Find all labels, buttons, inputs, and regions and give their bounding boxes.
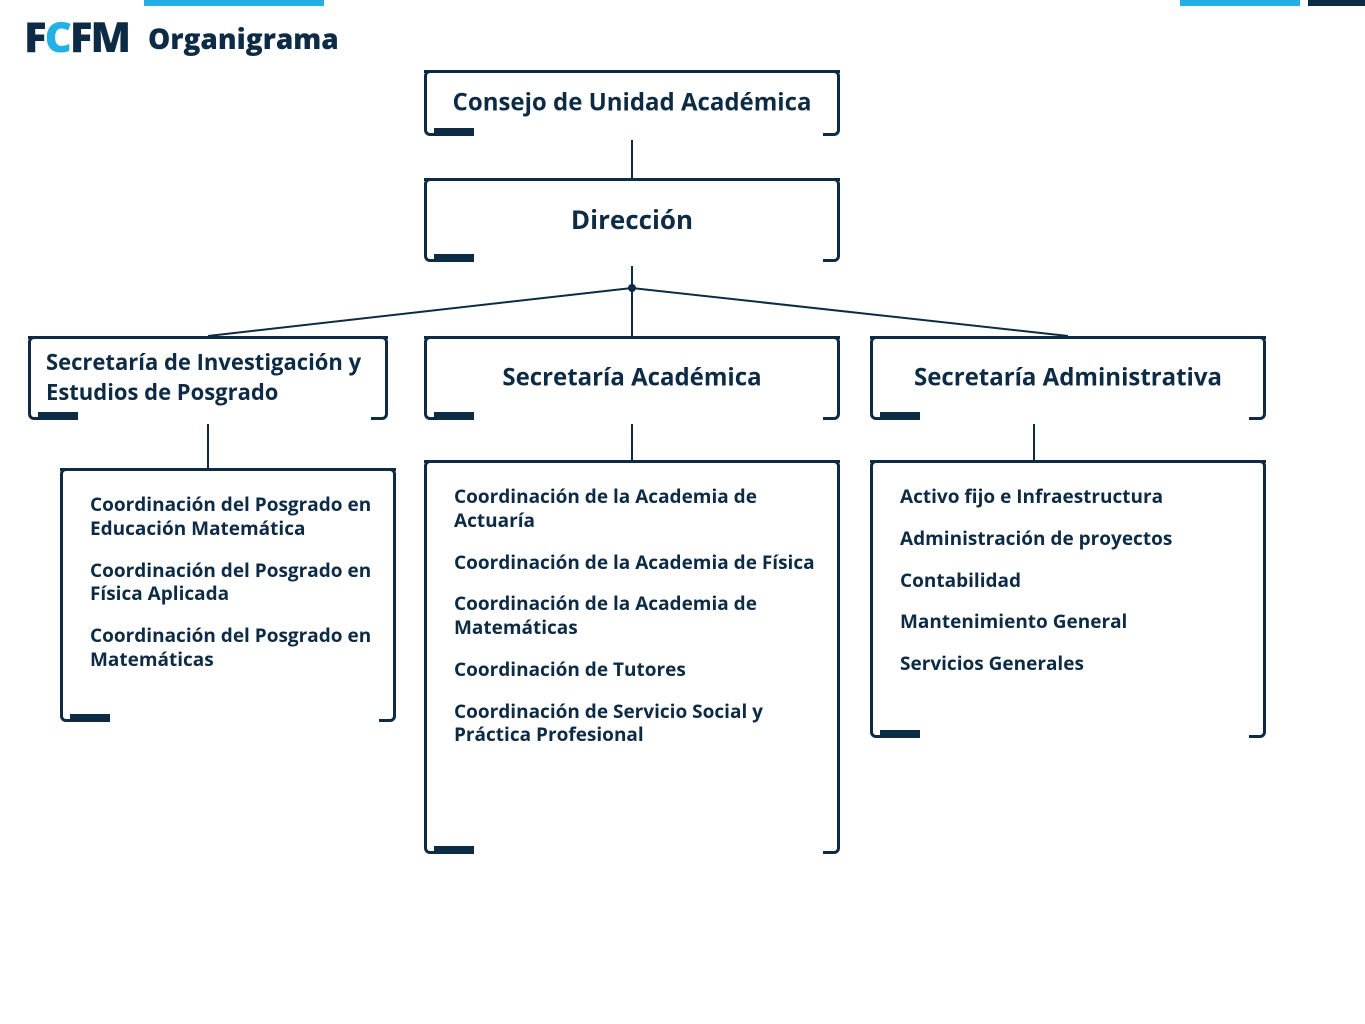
org-chart-canvas: FCFM Organigrama Consejo de Unidad Acadé… xyxy=(0,0,1365,1024)
list-item: Activo fijo e Infraestructura xyxy=(900,485,1246,509)
list-item: Coordinación de la Academia de Física xyxy=(454,551,820,575)
node-sec-investigacion-label: Secretaría de Investigación y Estudios d… xyxy=(46,347,370,407)
node-sec-administrativa-label: Secretaría Administrativa xyxy=(888,360,1248,393)
node-list-investigacion: Coordinación del Posgrado en Educación M… xyxy=(60,468,396,716)
logo: FCFM xyxy=(24,8,129,65)
node-direccion: Dirección xyxy=(424,178,840,256)
node-direccion-label: Dirección xyxy=(442,201,822,237)
list-item: Coordinación del Posgrado en Física Apli… xyxy=(90,559,376,607)
list-item: Administración de proyectos xyxy=(900,527,1246,551)
node-list-academica: Coordinación de la Academia de Actuaría C… xyxy=(424,460,840,848)
list-item: Coordinación del Posgrado en Educación M… xyxy=(90,493,376,541)
node-sec-academica-label: Secretaría Académica xyxy=(442,360,822,393)
node-consejo-label: Consejo de Unidad Académica xyxy=(442,85,822,118)
list-item: Coordinación de la Academia de Matemátic… xyxy=(454,592,820,640)
node-sec-administrativa: Secretaría Administrativa xyxy=(870,336,1266,414)
list-item: Coordinación del Posgrado en Matemáticas xyxy=(90,624,376,672)
list-item: Servicios Generales xyxy=(900,652,1246,676)
header-bar-1 xyxy=(144,0,324,6)
list-academica-items: Coordinación de la Academia de Actuaría C… xyxy=(454,485,820,747)
node-sec-academica: Secretaría Académica xyxy=(424,336,840,414)
node-list-administrativa: Activo fijo e Infraestructura Administrac… xyxy=(870,460,1266,732)
list-administrativa-items: Activo fijo e Infraestructura Administrac… xyxy=(900,485,1246,676)
list-item: Coordinación de Tutores xyxy=(454,658,820,682)
node-consejo: Consejo de Unidad Académica xyxy=(424,70,840,130)
header-bar-3 xyxy=(1308,0,1365,6)
header-bar-2 xyxy=(1180,0,1300,6)
list-item: Contabilidad xyxy=(900,569,1246,593)
list-item: Coordinación de Servicio Social y Prácti… xyxy=(454,700,820,748)
list-item: Coordinación de la Academia de Actuaría xyxy=(454,485,820,533)
page-title: Organigrama xyxy=(148,20,339,58)
list-investigacion-items: Coordinación del Posgrado en Educación M… xyxy=(90,493,376,672)
node-sec-investigacion: Secretaría de Investigación y Estudios d… xyxy=(28,336,388,414)
list-item: Mantenimiento General xyxy=(900,610,1246,634)
